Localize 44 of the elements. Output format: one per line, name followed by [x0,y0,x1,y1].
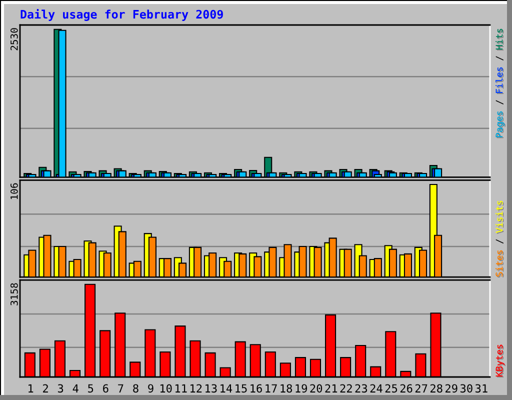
x-tick-label: 8 [133,384,138,393]
x-tick-label: 23 [355,384,368,393]
text: / [496,56,504,61]
x-tick-label: 11 [175,384,187,392]
x-tick-label: 16 [250,384,262,393]
text: Hits [496,28,504,50]
x-tick-label: 25 [385,384,398,393]
x-tick-label: 15 [236,384,247,393]
x-tick-label: 22 [340,384,352,392]
x-tick-label: 27 [415,384,428,392]
x-tick-label: 21 [325,384,338,392]
x-tick-label: 5 [88,384,94,393]
text: 2530 [10,28,18,50]
x-tick-label: 19 [296,384,308,393]
chart-title: Daily usage for February 2009 [20,9,223,21]
text: KBytes [496,344,506,378]
text: / [496,239,504,244]
text: Sites [496,250,504,278]
x-tick-label: 9 [148,384,154,393]
x-tick-label: 14 [220,384,232,392]
x-tick-label: 10 [160,384,172,393]
x-tick-label: 2 [43,384,48,392]
text: / [496,100,504,105]
x-tick-label: 4 [72,384,78,392]
x-tick-label: 29 [446,384,458,393]
x-tick-label: 1 [28,384,34,392]
x-tick-label: 7 [118,384,124,392]
text: 106 [10,183,18,200]
x-tick-label: 18 [280,384,292,393]
x-tick-label: 28 [430,384,442,393]
text: Pages [496,111,506,138]
x-tick-label: 26 [400,384,412,393]
x-tick-label: 17 [266,384,277,392]
x-tick-label: 20 [310,384,322,393]
x-tick-label: 6 [103,384,108,393]
text: 3158 [10,283,18,306]
x-tick-label: 12 [190,384,202,392]
x-tick-label: 3 [58,384,64,393]
text: Files [496,67,504,94]
text: Visits [496,200,504,234]
x-tick-label: 30 [460,384,472,393]
x-tick-label: 13 [206,384,217,393]
x-tick-label: 24 [370,384,382,392]
x-tick-label: 31 [475,384,488,393]
